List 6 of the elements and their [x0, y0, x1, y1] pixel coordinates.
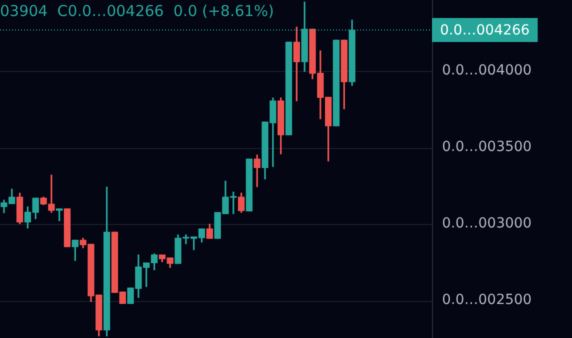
- text: 0.0…004000: [442, 62, 532, 79]
- text: 0.0…003000: [442, 216, 532, 232]
- text: 0.0…002500: [442, 292, 532, 308]
- text: 0.0…003500: [442, 139, 532, 156]
- annotation: 03904 C0.0…004266 0.0 (+8.61%): [0, 2, 274, 20]
- ref-line-label: 0.0…004266: [440, 22, 530, 39]
